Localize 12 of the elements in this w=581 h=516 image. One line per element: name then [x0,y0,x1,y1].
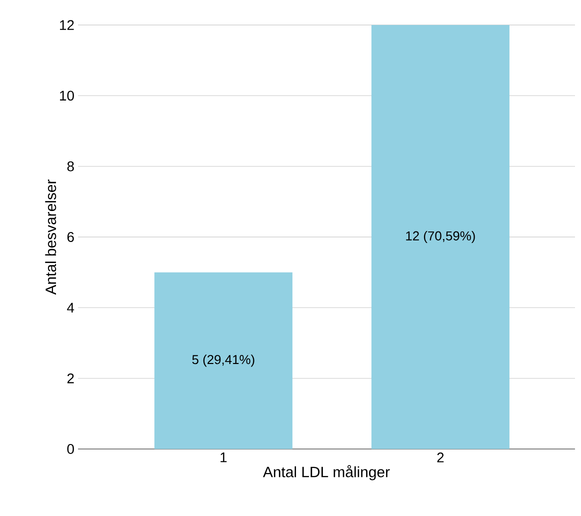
y-tick-label: 4 [67,302,74,312]
x-axis-title: Antal LDL målinger [262,465,390,480]
y-tick-label: 2 [67,373,74,384]
data-label: 5 (29,41%) [192,354,254,367]
y-tick-label: 8 [67,161,74,172]
y-tick-label: 0 [67,444,74,454]
y-tick-label: 10 [60,90,74,101]
x-tick-label: 1 [220,452,227,462]
y-tick-label: 6 [67,232,74,242]
data-label: 12 (70,59%) [406,230,475,244]
y-axis-title: Antal besvarelser [45,180,56,295]
y-tick-label: 12 [60,20,74,30]
